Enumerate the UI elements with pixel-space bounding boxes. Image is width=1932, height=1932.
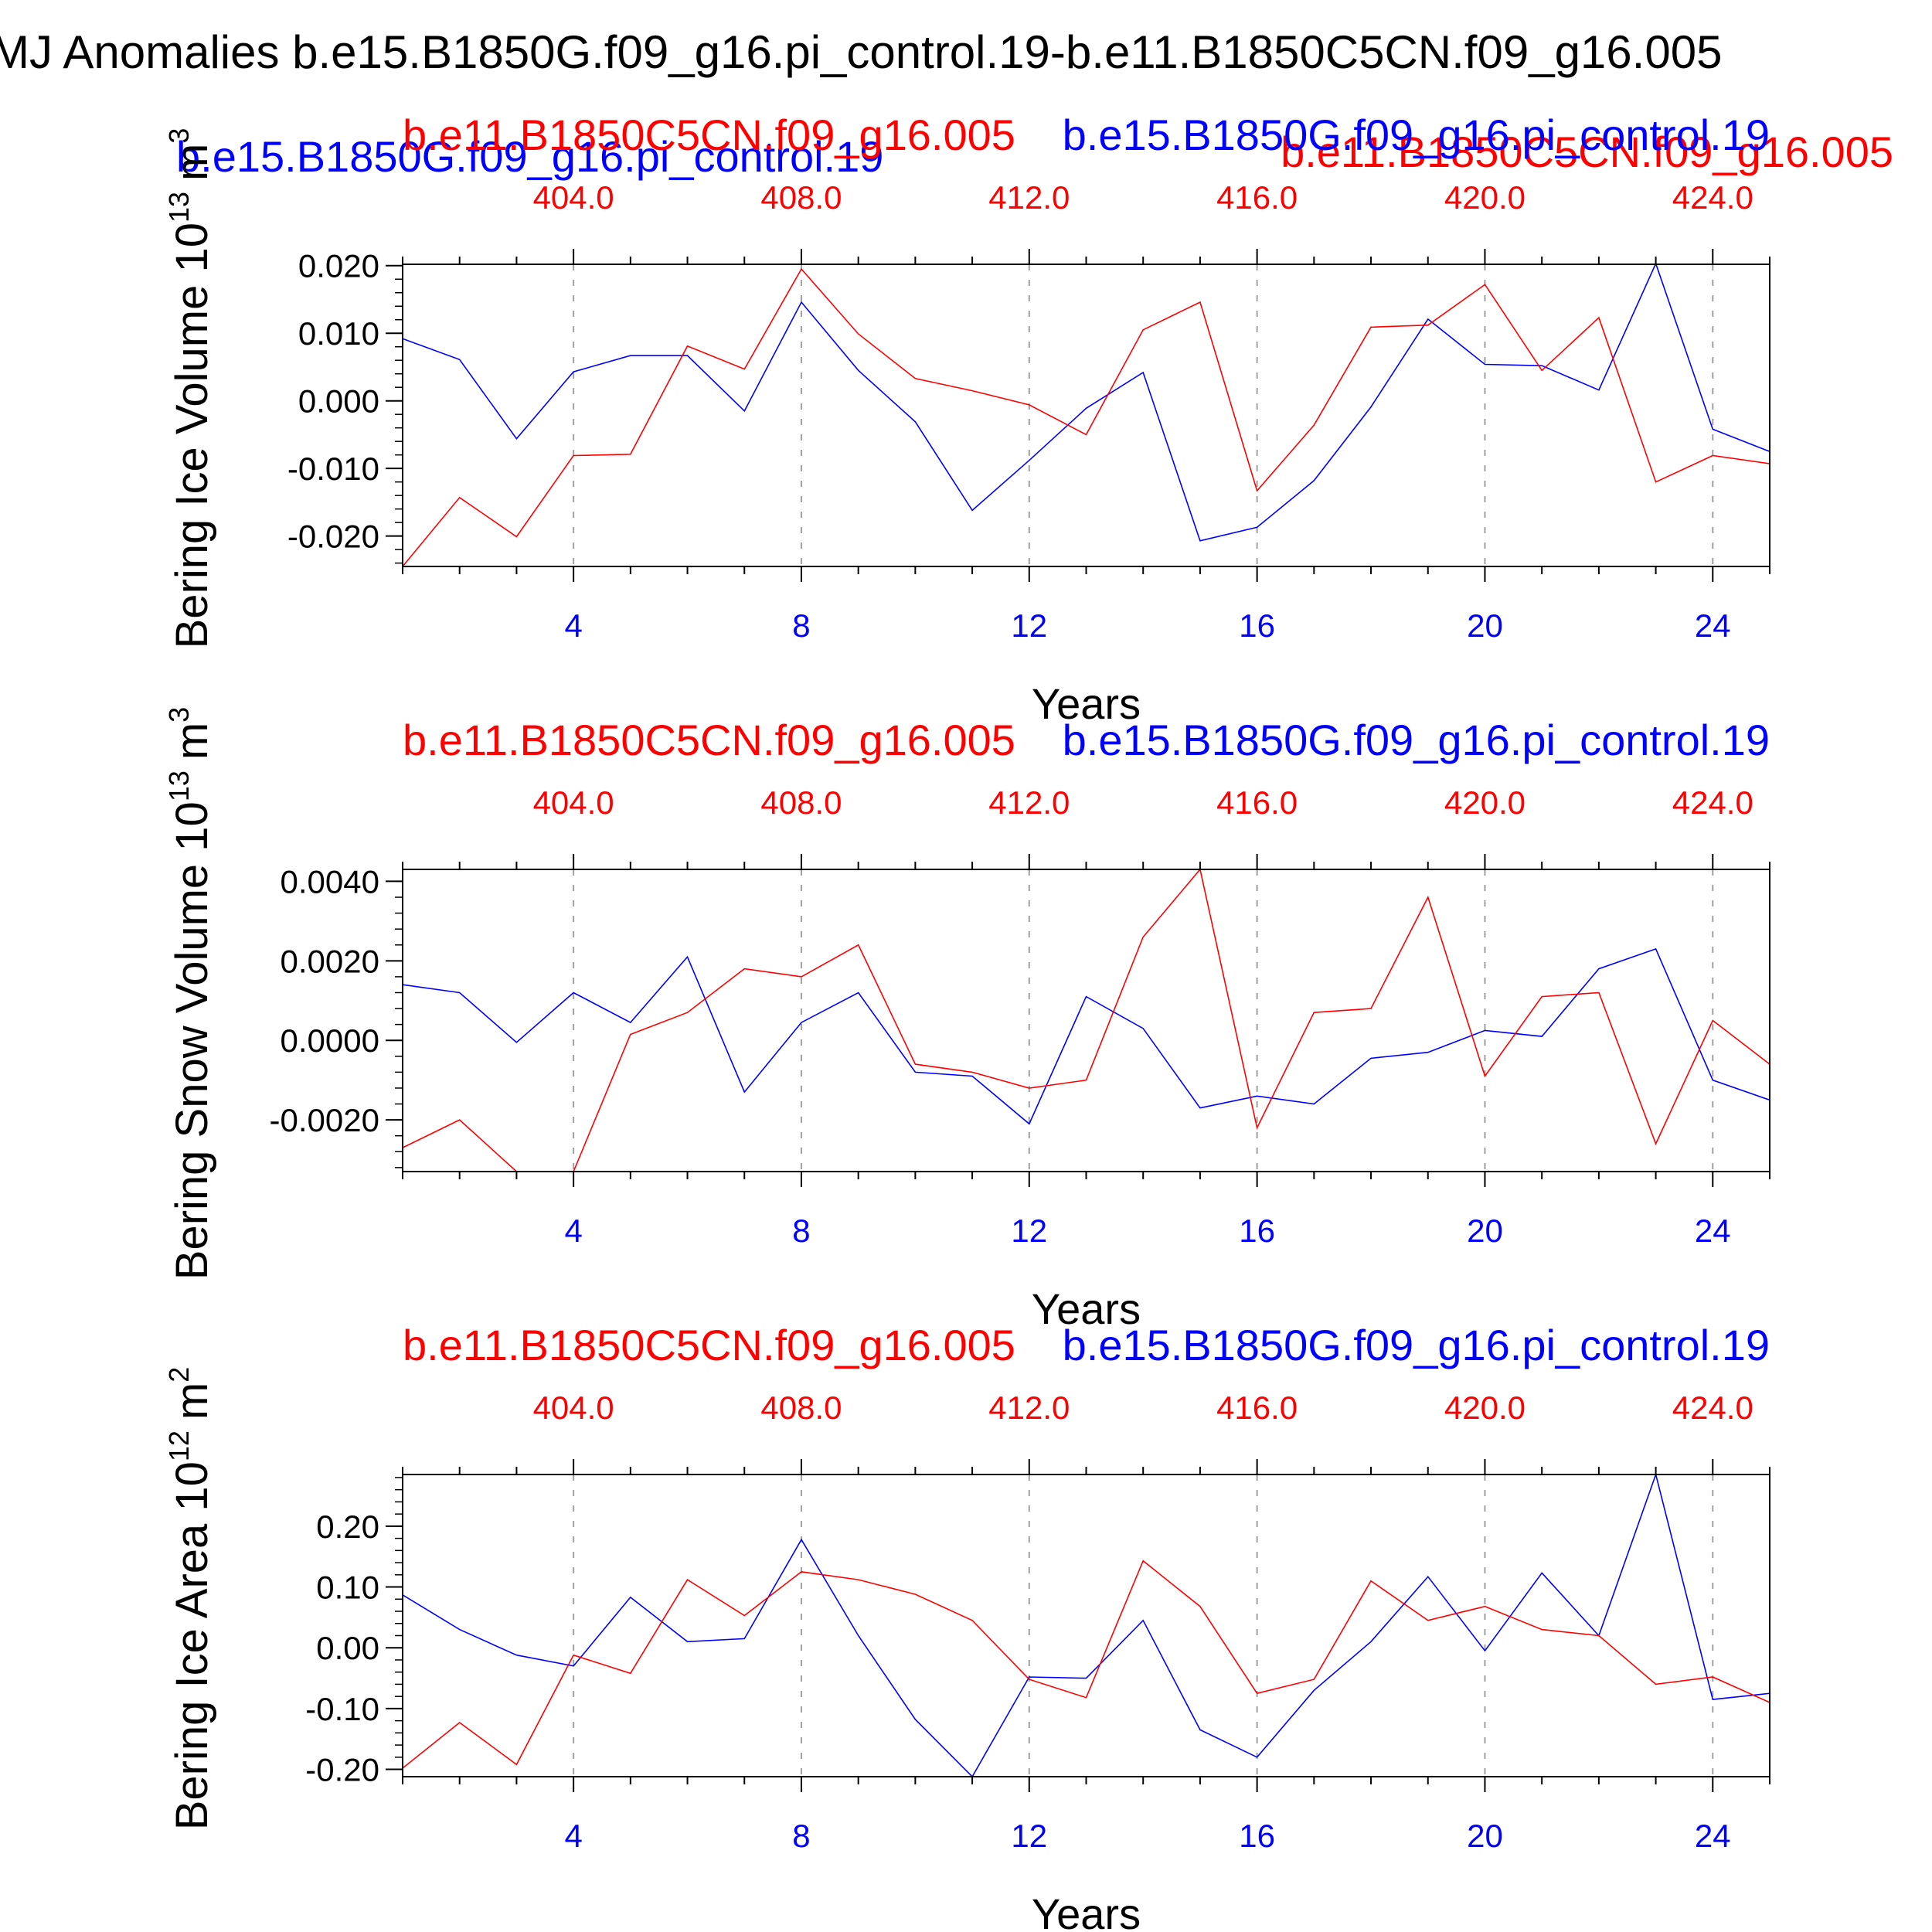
top-x-tick-label: 408.0 [760, 1389, 842, 1426]
y-tick-label: -0.20 [305, 1752, 379, 1788]
plot-frame [402, 264, 1770, 567]
top-x-tick-label: 408.0 [760, 784, 842, 821]
top-x-tick-label: 412.0 [988, 784, 1070, 821]
x-tick-label: 8 [792, 1213, 810, 1249]
top-x-tick-label: 416.0 [1216, 179, 1298, 216]
x-tick-label: 12 [1011, 1818, 1047, 1854]
y-tick-label: 0.20 [316, 1509, 379, 1545]
panel-title-red: b.e11.B1850C5CN.f09_g16.005 [403, 1321, 1015, 1369]
x-tick-label: 12 [1011, 607, 1047, 644]
panel-title-blue: b.e15.B1850G.f09_g16.pi_control.19 [1063, 111, 1770, 159]
top-x-tick-label: 412.0 [988, 1389, 1070, 1426]
top-x-tick-label: 404.0 [533, 784, 614, 821]
x-axis-label: Years [1032, 1284, 1141, 1333]
y-tick-label: 0.000 [298, 383, 379, 420]
x-tick-label: 20 [1467, 1213, 1503, 1249]
y-tick-label: 0.020 [298, 248, 379, 284]
snow-volume-panel: -0.0020 0.0000 0.0020 0.0040 4 8 12 16 20 24 404.0… [163, 707, 1770, 1333]
top-x-tick-label: 424.0 [1672, 1389, 1753, 1426]
panel-title-blue: b.e15.B1850G.f09_g16.pi_control.19 [1063, 716, 1770, 764]
y-tick-label: -0.10 [305, 1691, 379, 1727]
top-x-tick-label: 412.0 [988, 179, 1070, 216]
top-x-tick-label: 420.0 [1444, 784, 1526, 821]
y-tick-label: -0.010 [287, 451, 379, 487]
series-line [402, 261, 1770, 542]
plot-frame [402, 869, 1770, 1172]
top-x-tick-label: 420.0 [1444, 1389, 1526, 1426]
x-tick-label: 4 [564, 607, 582, 644]
x-tick-label: 4 [564, 1818, 582, 1854]
series-line [402, 868, 1770, 1172]
y-tick-label: 0.0020 [281, 943, 379, 979]
x-tick-label: 16 [1239, 1213, 1275, 1249]
x-tick-label: 24 [1695, 1818, 1731, 1854]
x-tick-label: 24 [1695, 1213, 1731, 1249]
x-axis-label: Years [1032, 679, 1141, 728]
top-x-tick-label: 404.0 [533, 1389, 614, 1426]
x-tick-label: 8 [792, 607, 810, 644]
ice-volume-panel: -0.020 -0.010 0.000 0.010 0.020 4 8 12 16 20 24 404… [163, 111, 1770, 728]
top-legend-red: b.e11.B1850C5CN.f09_g16.005 [1281, 128, 1893, 176]
panel-title-blue: b.e15.B1850G.f09_g16.pi_control.19 [1063, 1321, 1770, 1369]
y-axis-label: Bering Ice Area 1012m2 [163, 1367, 217, 1831]
y-tick-label: 0.0040 [281, 863, 379, 900]
y-tick-label: -0.0020 [270, 1102, 379, 1138]
y-tick-label: 0.00 [316, 1630, 379, 1666]
x-tick-label: 8 [792, 1818, 810, 1854]
y-axis-label: Bering Ice Volume 1013m3 [163, 128, 217, 649]
x-tick-label: 4 [564, 1213, 582, 1249]
panel-title-red: b.e11.B1850C5CN.f09_g16.005 [403, 111, 1015, 159]
x-tick-label: 16 [1239, 1818, 1275, 1854]
y-tick-label: 0.10 [316, 1570, 379, 1606]
ice-area-panel: -0.20 -0.10 0.00 0.10 0.20 4 8 12 16 20 24 404.0 408… [163, 1321, 1770, 1932]
y-tick-label: 0.0000 [281, 1022, 379, 1059]
x-tick-label: 16 [1239, 607, 1275, 644]
page-title: MJ Anomalies b.e15.B1850G.f09_g16.pi_con… [0, 26, 1722, 78]
x-tick-label: 20 [1467, 1818, 1503, 1854]
series-line [402, 947, 1770, 1125]
panel-title-red: b.e11.B1850C5CN.f09_g16.005 [403, 716, 1015, 764]
y-axis-label: Bering Snow Volume 1013m3 [163, 707, 217, 1280]
top-legend-blue: b.e15.B1850G.f09_g16.pi_control.19 [176, 132, 883, 181]
y-tick-label: -0.020 [287, 519, 379, 555]
x-tick-label: 20 [1467, 607, 1503, 644]
top-x-tick-label: 416.0 [1216, 784, 1298, 821]
series-line [402, 267, 1770, 567]
x-tick-label: 12 [1011, 1213, 1047, 1249]
top-x-tick-label: 420.0 [1444, 179, 1526, 216]
series-line [402, 1472, 1770, 1778]
y-tick-label: 0.010 [298, 315, 379, 352]
top-x-tick-label: 408.0 [760, 179, 842, 216]
top-x-tick-label: 424.0 [1672, 179, 1753, 216]
x-tick-label: 24 [1695, 607, 1731, 644]
series-line [402, 1560, 1770, 1769]
top-x-tick-label: 416.0 [1216, 1389, 1298, 1426]
top-x-tick-label: 404.0 [533, 179, 614, 216]
top-x-tick-label: 424.0 [1672, 784, 1753, 821]
x-axis-label: Years [1032, 1889, 1141, 1932]
